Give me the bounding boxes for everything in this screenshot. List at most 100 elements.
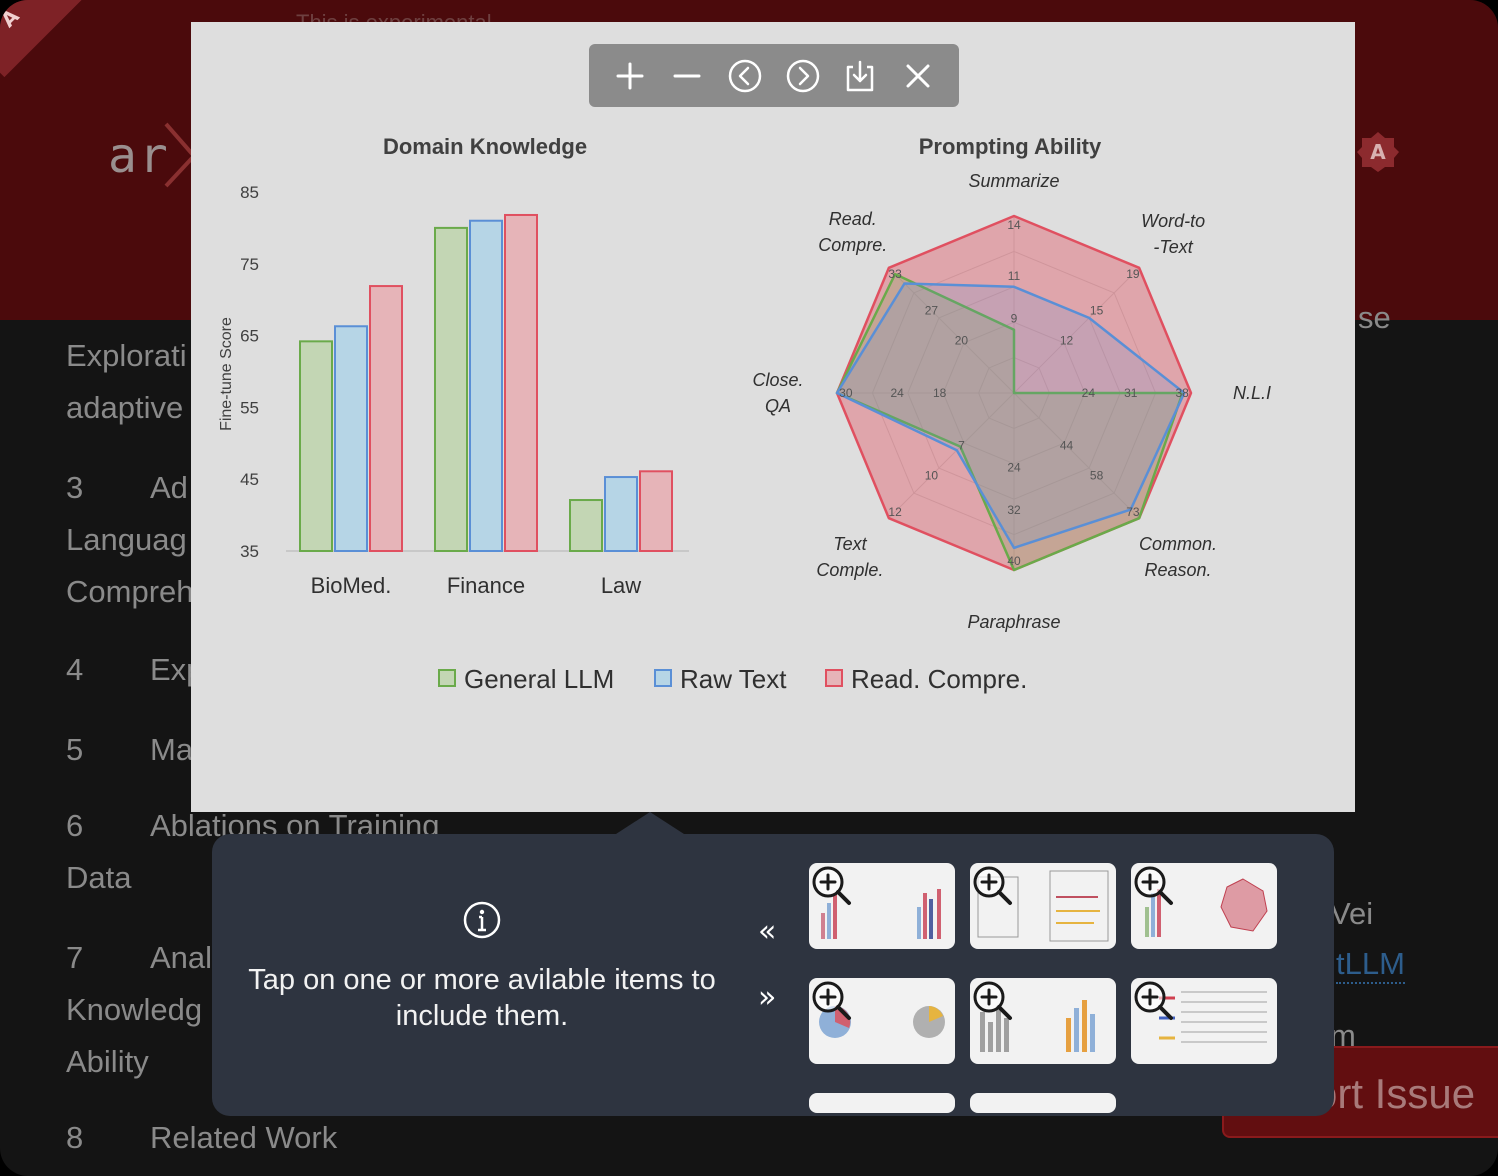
radar-tick-label: 58: [1090, 469, 1104, 483]
toc-entry[interactable]: 5 Ma: [66, 724, 193, 776]
download-icon: [847, 60, 874, 91]
zoom-in-icon: [812, 981, 851, 1020]
thumbnails-previous-button[interactable]: «: [758, 914, 777, 949]
radar-tick-label: 31: [1124, 386, 1138, 400]
radar-tick-label: 30: [839, 386, 853, 400]
toc-entry-line: 5 Ma: [66, 724, 193, 776]
thumbnails-next-button[interactable]: »: [758, 980, 777, 1015]
x-category-label: BioMed.: [311, 573, 392, 598]
radar-axis-label: Close.: [752, 370, 803, 390]
radar-axis-label: Text: [833, 534, 867, 554]
chevron-left-circle-icon: [728, 59, 762, 92]
bar: [604, 476, 638, 552]
radar-axis-label: Summarize: [968, 171, 1059, 191]
figure-thumbnail-4[interactable]: [809, 978, 955, 1064]
y-tick-label: 85: [240, 183, 259, 202]
radar-tick-label: 24: [891, 386, 905, 400]
legend-swatch: [825, 669, 843, 687]
legend-swatch: [438, 669, 456, 687]
bar: [334, 325, 368, 552]
toc-entry-line: Data: [66, 852, 440, 904]
figure-thumbnail-1[interactable]: [809, 863, 955, 949]
figure-canvas: Domain Knowledge Fine-tune Score 85 75 65 5…: [218, 134, 1271, 694]
bg-right-link[interactable]: tLLM: [1336, 946, 1405, 984]
svg-text:A: A: [1370, 140, 1386, 164]
figure-legend: General LLM Raw Text Read. Compre.: [438, 664, 1027, 694]
viewer-toolbar: [589, 44, 959, 107]
toc-entry-line: 7 Anal: [66, 932, 212, 984]
radar-tick-label: 24: [1082, 386, 1096, 400]
figure-thumbnail-3[interactable]: [1131, 863, 1277, 949]
radar-tick-label: 15: [1090, 303, 1104, 317]
bar: [504, 213, 538, 552]
radar-tick-label: 40: [1007, 554, 1021, 568]
y-tick-label: 75: [240, 255, 259, 274]
zoom-in-icon: [812, 866, 851, 905]
figure-viewer: Domain Knowledge Fine-tune Score 85 75 65 5…: [191, 22, 1355, 812]
radar-tick-label: 18: [933, 386, 947, 400]
zoom-in-icon: [1134, 866, 1173, 905]
radar-series-polygon: [835, 282, 1186, 550]
x-category-label: Law: [601, 573, 641, 598]
radar-axis-label: Reason.: [1145, 560, 1212, 580]
bar-chart-y-ticks: 85 75 65 55 45 35: [240, 183, 259, 561]
figure-thumbnail-5[interactable]: [970, 978, 1116, 1064]
toc-entry[interactable]: Explorati adaptive: [66, 330, 187, 434]
y-tick-label: 45: [240, 470, 259, 489]
previous-figure-button[interactable]: [724, 55, 766, 97]
radar-tick-label: 33: [888, 267, 902, 281]
panel-instruction-text: Tap on one or more avilable items to inc…: [248, 964, 716, 1032]
toc-entry-number: 3: [66, 470, 84, 505]
bar-chart-title: Domain Knowledge: [383, 134, 587, 159]
x-category-label: Finance: [447, 573, 525, 598]
bar-chart-bars: [299, 213, 673, 553]
toc-entry-number: 8: [66, 1120, 84, 1155]
toc-entry[interactable]: 8 Related Work: [66, 1112, 337, 1164]
bar: [299, 340, 333, 552]
toc-entry-line: 8 Related Work: [66, 1112, 337, 1164]
figure-thumbnail-partial[interactable]: [970, 1093, 1116, 1113]
toc-entry-line: Languag: [66, 514, 194, 566]
radar-axis-label: Word-to: [1141, 211, 1205, 231]
toc-entry-line: Explorati: [66, 330, 187, 382]
zoom-in-icon: [973, 866, 1012, 905]
thumbnail-preview: [1145, 878, 1268, 937]
toc-entry[interactable]: 3 Ad Languag Compreh: [66, 462, 194, 618]
zoom-in-button[interactable]: [609, 55, 651, 97]
toc-entry-title: Explorati: [66, 338, 187, 373]
toc-entry-number: 7: [66, 940, 84, 975]
toc-entry-title: Knowledg: [66, 992, 203, 1027]
toc-entry-line: Knowledg: [66, 984, 212, 1036]
toc-entry[interactable]: 7 Anal Knowledg Ability: [66, 932, 212, 1088]
figure-thumbnail-6[interactable]: [1131, 978, 1277, 1064]
zoom-out-button[interactable]: [666, 55, 708, 97]
zoom-in-icon: [1134, 981, 1173, 1020]
accessibility-icon[interactable]: A: [1356, 130, 1400, 174]
next-figure-button[interactable]: [782, 55, 824, 97]
legend-label: Raw Text: [680, 664, 787, 694]
toc-entry-number: 4: [66, 652, 84, 687]
radar-spoke: [1013, 392, 1140, 519]
radar-axis-label: Common.: [1139, 534, 1217, 554]
radar-axis-label: Read.: [829, 209, 877, 229]
bg-right-fragment-se: se: [1358, 300, 1391, 335]
thumbnail-preview: [977, 870, 1109, 942]
bar: [469, 219, 503, 552]
figure-thumbnail-partial[interactable]: [809, 1093, 955, 1113]
bg-right-fragment-wei: Vei: [1330, 896, 1374, 931]
radar-series-polygon: [835, 272, 1184, 572]
toc-entry[interactable]: 4 Exp: [66, 644, 203, 696]
radar-axis-label: QA: [765, 396, 791, 416]
site-logo[interactable]: ar: [108, 128, 170, 184]
radar-tick-label: 20: [955, 333, 969, 347]
toc-entry-title: Ability: [66, 1044, 149, 1079]
bar: [569, 499, 603, 553]
toc-entry-number: 6: [66, 808, 84, 843]
radar-spoke: [888, 392, 1015, 519]
figure-thumbnail-2[interactable]: [970, 863, 1116, 949]
radar-tick-label: 73: [1126, 505, 1140, 519]
close-viewer-button[interactable]: [897, 55, 939, 97]
download-button[interactable]: [839, 55, 881, 97]
bar: [639, 470, 673, 552]
radar-chart-tick-labels: 14 11 9 19 15 12 38 31 24 73 58 44 40 32 24 12 10 7 30 24 18…: [839, 218, 1189, 568]
